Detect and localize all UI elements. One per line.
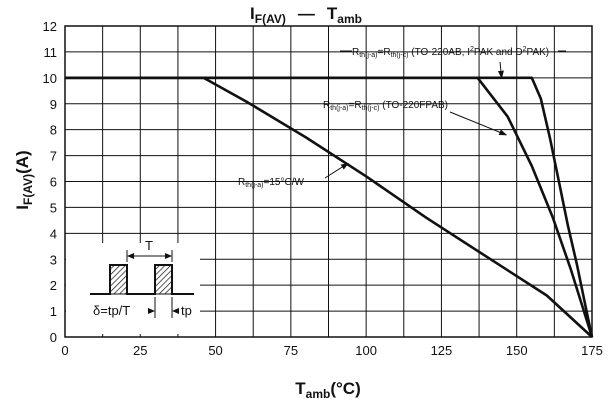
annotation-arrow-3	[324, 162, 349, 179]
x-axis-title: Tamb(°C)	[295, 379, 360, 401]
y-tick-label: 3	[50, 252, 57, 267]
y-tick-label: 5	[50, 200, 57, 215]
y-tick-label: 7	[50, 149, 57, 164]
annotation-3: Rth(j-a)=15°C/W	[238, 162, 349, 189]
y-tick-label: 10	[43, 71, 57, 86]
annotation-label-1: Rth(j-a)=Rth(j-c) (TO-220AB, I2PAK and D…	[352, 46, 549, 59]
y-tick-label: 12	[43, 19, 57, 34]
series-line-3	[65, 76, 594, 338]
annotations: Rth(j-a)=Rth(j-c) (TO-220AB, I2PAK and D…	[238, 46, 566, 189]
inset-pulse-label: tp	[181, 303, 192, 318]
x-tick-label: 25	[133, 343, 147, 358]
inset-period-arrowhead-right	[165, 253, 172, 259]
x-tick-label: 150	[506, 343, 528, 358]
annotation-label-3: Rth(j-a)=15°C/W	[238, 177, 304, 189]
annotation-2: Rth(j-a)=Rth(j-c) (TO-220FPAB)	[323, 100, 508, 136]
inset-waveform	[90, 264, 194, 295]
x-tick-label: 175	[581, 343, 603, 358]
x-tick-label: 50	[208, 343, 222, 358]
annotation-arrow-2	[449, 111, 508, 136]
series-line-1	[65, 76, 593, 338]
duty-cycle-inset: T δ=tp/T tp	[66, 238, 200, 334]
y-tick-label: 1	[50, 304, 57, 319]
inset-period-arrowhead-left	[127, 253, 134, 259]
annotation-arrow-1	[497, 61, 504, 79]
x-tick-label: 100	[355, 343, 377, 358]
x-tick-label: 0	[61, 343, 68, 358]
annotation-1: Rth(j-a)=Rth(j-c) (TO-220AB, I2PAK and D…	[352, 46, 549, 79]
series-group	[65, 76, 594, 338]
y-tick-label: 8	[50, 123, 57, 138]
chart-title: IF(AV) — Tamb	[250, 4, 362, 26]
y-tick-label: 0	[50, 330, 57, 345]
plot-frame	[64, 25, 593, 338]
annotation-label-2: Rth(j-a)=Rth(j-c) (TO-220FPAB)	[323, 100, 448, 112]
inset-pulse-arrowhead-right	[172, 308, 179, 314]
x-tick-label: 75	[284, 343, 298, 358]
x-tick-label: 125	[431, 343, 453, 358]
y-tick-label: 11	[44, 45, 58, 60]
y-tick-label: 4	[50, 226, 57, 241]
y-tick-label: 6	[50, 175, 57, 190]
inset-duty-label: δ=tp/T	[93, 303, 130, 318]
y-tick-label: 9	[50, 97, 57, 112]
inset-pulse-1	[109, 264, 128, 295]
inset-period-label: T	[145, 238, 153, 253]
y-tick-label: 2	[50, 278, 57, 293]
y-axis-title: IF(AV)(A)	[13, 150, 35, 209]
inset-pulse-arrowhead-left	[148, 308, 155, 314]
inset-pulse-2	[154, 264, 173, 295]
